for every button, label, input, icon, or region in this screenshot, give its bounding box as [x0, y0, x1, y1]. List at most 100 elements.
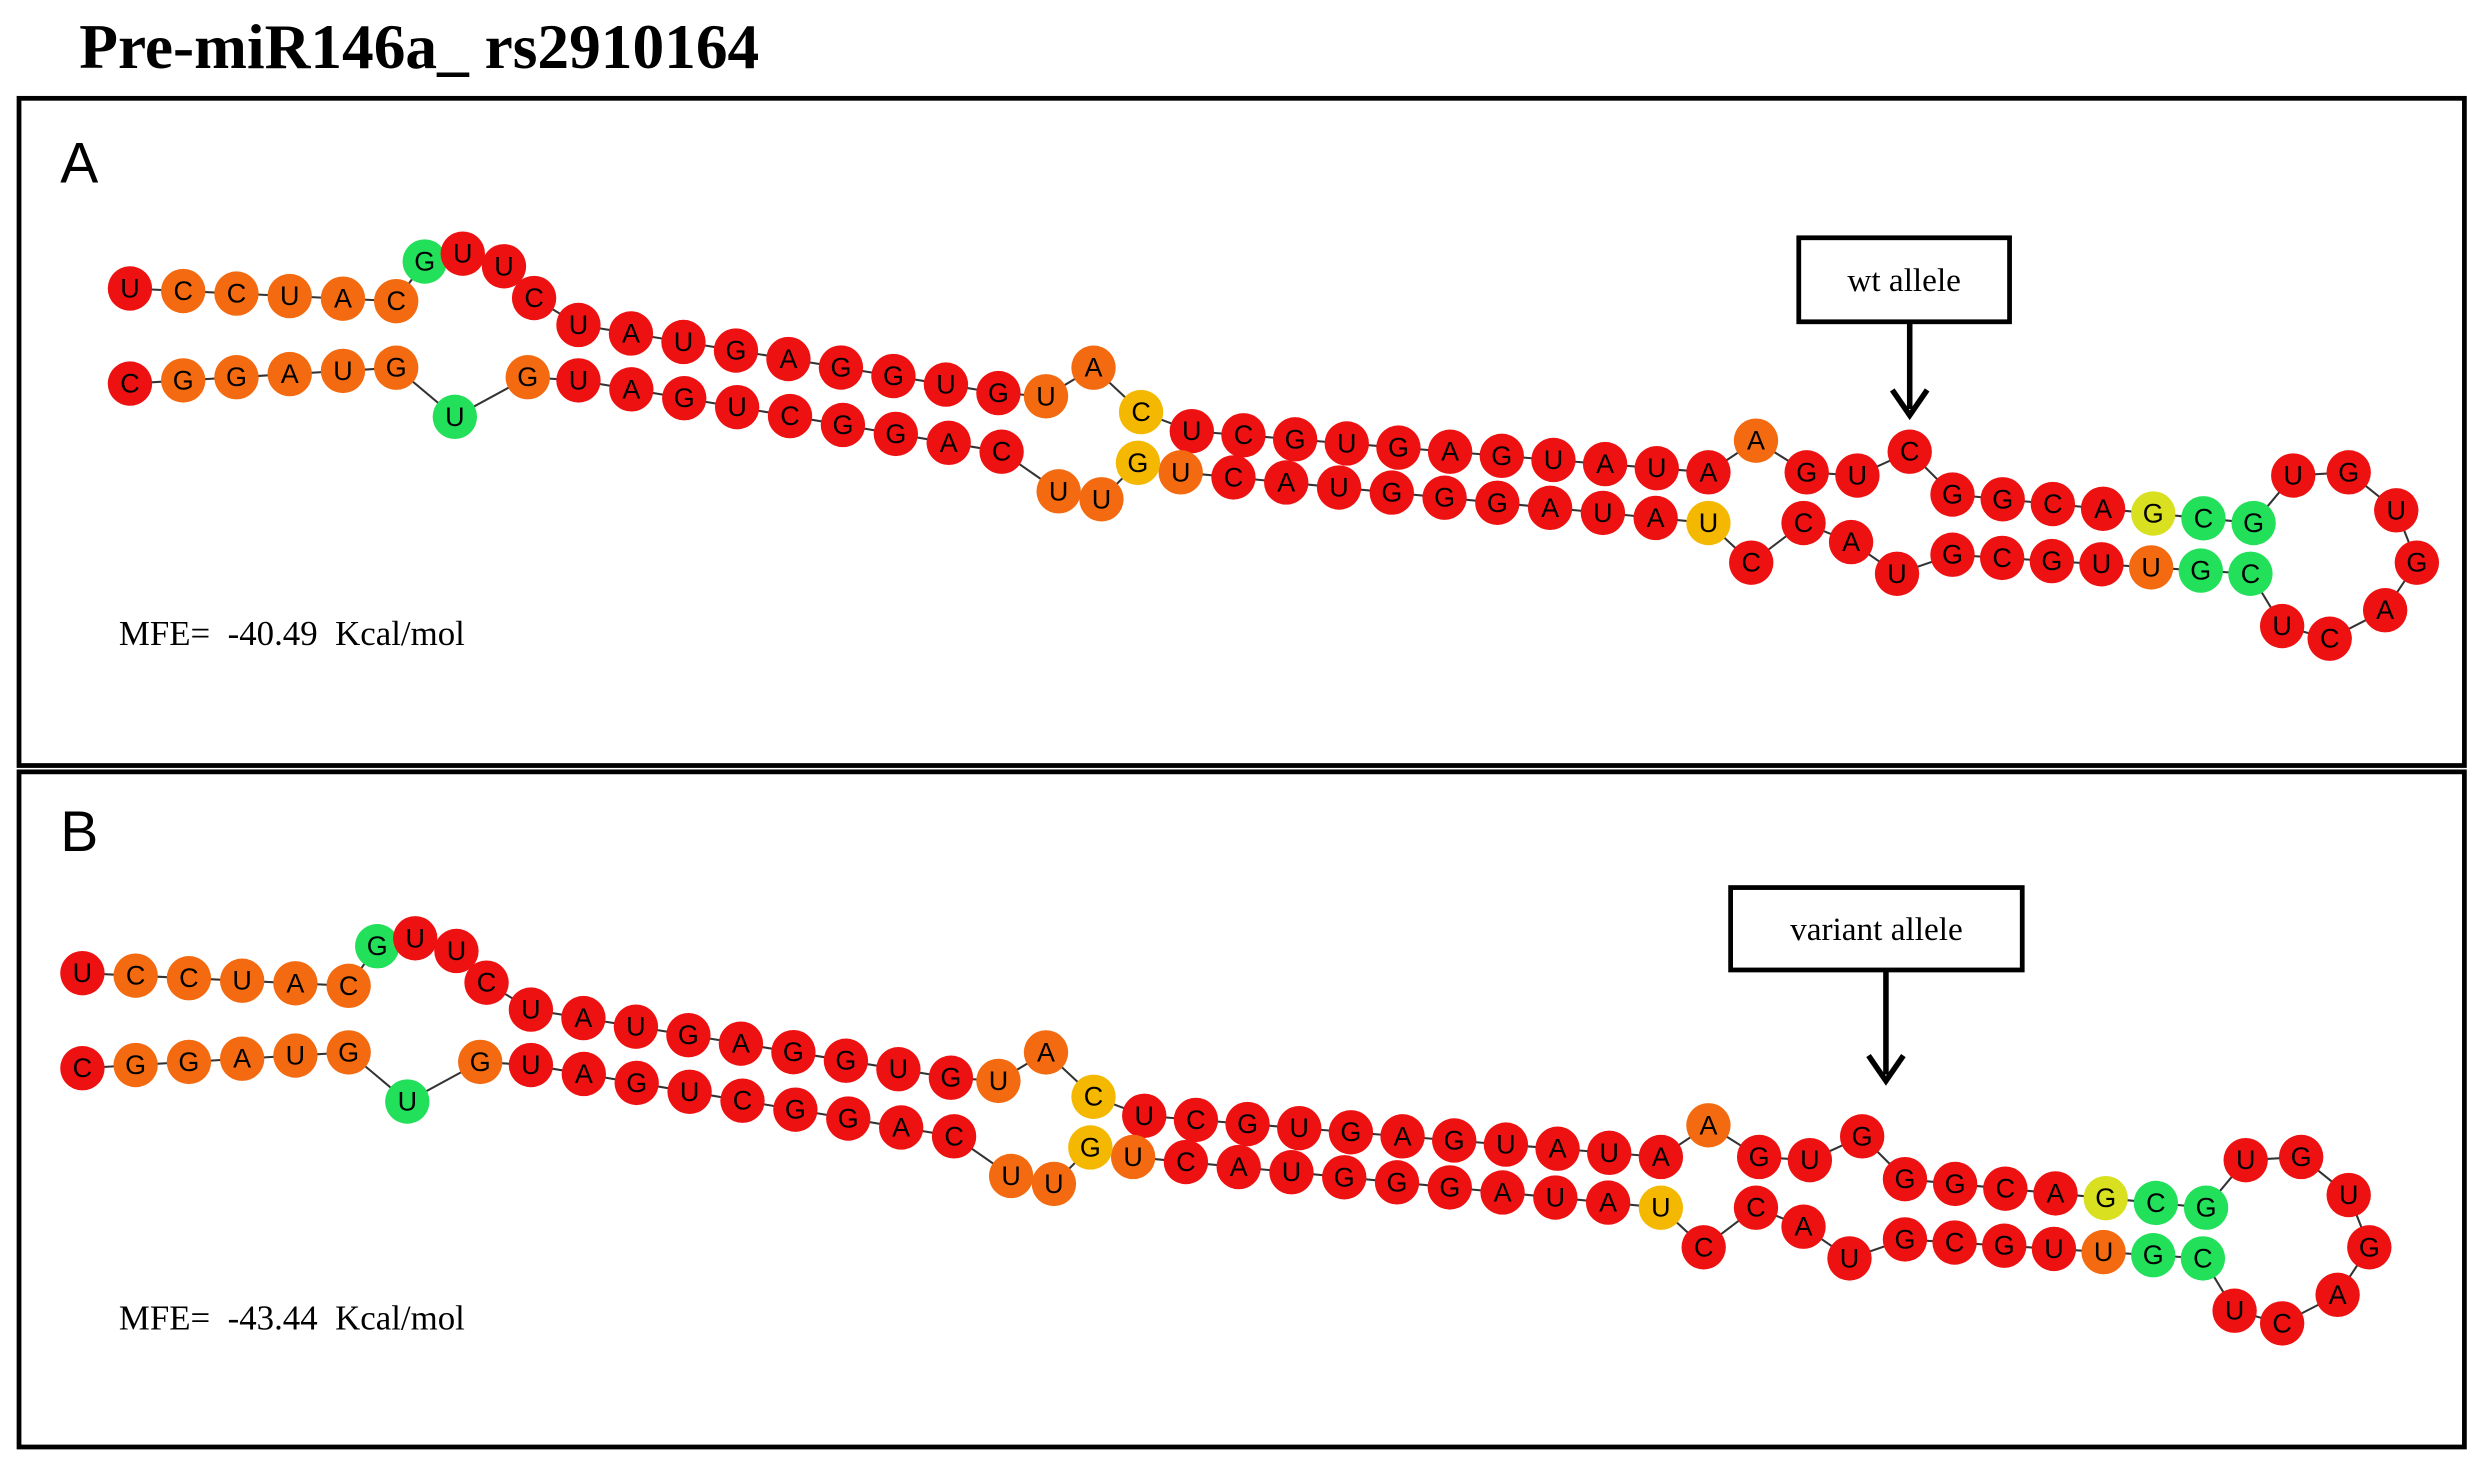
nucleotide-node — [1216, 1144, 1261, 1190]
nucleotide: C — [944, 1121, 963, 1151]
nucleotide-node — [464, 960, 509, 1005]
nucleotide: U — [626, 1012, 645, 1042]
nucleotide-node — [1475, 480, 1520, 525]
nucleotide: G — [1237, 1109, 1258, 1139]
nucleotide: G — [386, 353, 407, 383]
nucleotide-node — [1733, 1185, 1779, 1230]
nucleotide-node — [1023, 1030, 1069, 1075]
nucleotide: C — [179, 963, 198, 993]
nucleotide: G — [1894, 1164, 1915, 1194]
nucleotide-node — [2030, 481, 2076, 527]
nucleotide-node — [771, 1029, 816, 1075]
nucleotide-node — [1827, 1236, 1872, 1281]
nucleotide-node — [1835, 453, 1880, 498]
nucleotide: U — [1599, 1138, 1618, 1168]
nucleotide: C — [1945, 1228, 1964, 1258]
nucleotide: C — [386, 286, 405, 316]
nucleotide-node — [718, 1021, 764, 1066]
nucleotide-node — [1322, 1155, 1367, 1200]
nucleotide-node — [876, 1047, 921, 1092]
nucleotide-node — [1874, 551, 1920, 596]
nucleotide: G — [1749, 1142, 1770, 1172]
nucleotide-node — [1427, 429, 1473, 474]
nucleotide-node — [1887, 429, 1932, 474]
nucleotide: G — [883, 361, 904, 391]
nucleotide-node — [1036, 469, 1081, 514]
mfe-label: MFE= -40.49 Kcal/mol — [119, 614, 465, 653]
nucleotide: G — [1387, 1167, 1408, 1197]
nucleotide: U — [680, 1077, 699, 1107]
nucleotide-node — [267, 273, 312, 319]
nucleotide: U — [405, 923, 424, 953]
nucleotide: G — [783, 1037, 804, 1067]
nucleotide: C — [1224, 462, 1243, 492]
nucleotide: G — [2406, 548, 2427, 578]
nucleotide: G — [2041, 546, 2062, 576]
nucleotide-node — [1585, 1180, 1631, 1225]
nucleotide-node — [1979, 535, 2025, 581]
nucleotide-node — [926, 420, 971, 466]
nucleotide-node — [2259, 603, 2305, 649]
nucleotide-node — [1686, 1103, 1731, 1148]
nucleotide: U — [2387, 495, 2406, 525]
nucleotide-node — [1376, 425, 1421, 470]
nucleotide: U — [2141, 552, 2160, 582]
nucleotide-node — [2326, 1172, 2371, 1218]
nucleotide: C — [1992, 543, 2011, 573]
nucleotide: U — [398, 1087, 417, 1117]
nucleotide: G — [2359, 1232, 2380, 1262]
nucleotide: G — [1388, 433, 1409, 463]
nucleotide: U — [674, 327, 693, 357]
nucleotide: G — [835, 1046, 856, 1076]
nucleotide: C — [2272, 1308, 2291, 1338]
nucleotide-node — [1225, 1101, 1270, 1147]
nucleotide: A — [892, 1112, 910, 1142]
allele-label: wt allele — [1847, 262, 1961, 299]
nucleotide-node — [1527, 485, 1573, 531]
nucleotide-node — [1158, 450, 1203, 495]
nucleotide: G — [226, 362, 247, 392]
nucleotide-node — [113, 1042, 158, 1088]
nucleotide: A — [1596, 449, 1614, 479]
nucleotide: U — [232, 966, 251, 996]
nucleotide-node — [113, 953, 158, 998]
nucleotide: G — [678, 1020, 699, 1050]
nucleotide: A — [1699, 457, 1717, 487]
allele-label: variant allele — [1790, 911, 1963, 948]
nucleotide-node — [767, 393, 813, 439]
nucleotide: A — [1549, 1134, 1567, 1164]
nucleotide: G — [1852, 1121, 1873, 1151]
nucleotide: C — [1131, 397, 1150, 427]
nucleotide: C — [2194, 503, 2213, 533]
nucleotide: A — [1652, 1142, 1670, 1172]
nucleotide-node — [873, 411, 919, 457]
nucleotide-node — [1582, 441, 1628, 487]
nucleotide: G — [173, 365, 194, 395]
nucleotide: U — [1171, 457, 1190, 487]
nucleotide-node — [273, 961, 318, 1006]
nucleotide: A — [779, 344, 797, 374]
backbone — [82, 937, 2371, 1325]
nucleotide-node — [60, 950, 105, 996]
nucleotide-node — [1324, 421, 1369, 466]
nucleotide-node — [1930, 472, 1975, 517]
panel-label: A — [60, 131, 98, 195]
nucleotide-node — [2278, 1134, 2324, 1180]
nucleotide-node — [511, 275, 557, 321]
nucleotide: C — [477, 968, 496, 998]
nucleotide: A — [622, 374, 640, 404]
nucleotide-node — [2080, 486, 2126, 531]
nucleotide: G — [885, 419, 906, 449]
nucleotide-node — [1173, 1097, 1219, 1143]
nucleotide-node — [976, 370, 1021, 416]
nucleotide-node — [214, 271, 259, 316]
nucleotide-node — [1638, 1185, 1684, 1230]
nucleotide: U — [453, 239, 472, 269]
nucleotide: G — [1942, 540, 1963, 570]
nucleotide-node — [1163, 1139, 1209, 1185]
nucleotide: U — [1049, 476, 1068, 506]
allele-box — [1728, 885, 2025, 973]
nucleotide-node — [979, 429, 1024, 474]
nucleotide: G — [1334, 1162, 1355, 1192]
